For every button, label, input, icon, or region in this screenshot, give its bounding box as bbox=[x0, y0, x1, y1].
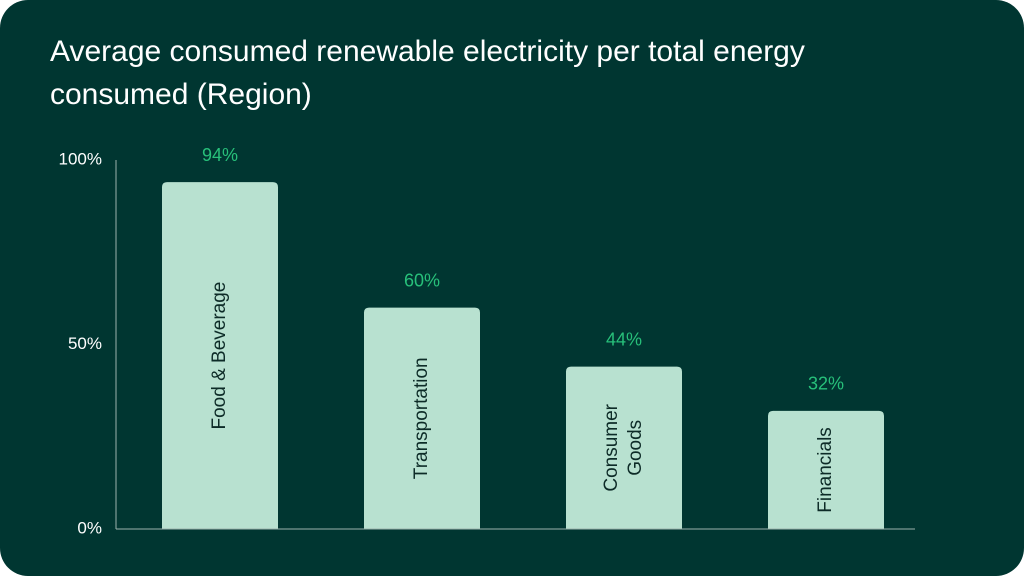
category-label-line: Goods bbox=[625, 420, 646, 476]
bar bbox=[162, 182, 278, 529]
category-label: Financials bbox=[815, 427, 836, 513]
category-label-line: Financials bbox=[815, 427, 836, 513]
value-label: 94% bbox=[202, 145, 238, 165]
bars: 94% Food & Beverage 60% Transportation 44% Co… bbox=[162, 145, 884, 529]
y-tick-label: 100% bbox=[59, 149, 102, 168]
y-tick-label: 0% bbox=[77, 518, 102, 537]
chart-title: Average consumed renewable electricity p… bbox=[50, 35, 805, 111]
value-label: 32% bbox=[808, 374, 844, 394]
category-label: Food & Beverage bbox=[209, 282, 230, 430]
value-label: 60% bbox=[404, 270, 440, 290]
bar bbox=[566, 366, 682, 529]
y-axis: 0% 50% 100% bbox=[59, 149, 117, 537]
category-label-line: Transportation bbox=[411, 357, 432, 479]
bar bbox=[364, 307, 480, 529]
category-label-line: Food & Beverage bbox=[209, 282, 230, 430]
y-tick-label: 50% bbox=[68, 334, 102, 353]
category-label-line: Consumer bbox=[601, 403, 622, 491]
category-label: Transportation bbox=[411, 357, 432, 479]
bar bbox=[768, 410, 884, 529]
category-label: Consumer Goods bbox=[601, 403, 646, 491]
value-label: 44% bbox=[606, 329, 642, 349]
